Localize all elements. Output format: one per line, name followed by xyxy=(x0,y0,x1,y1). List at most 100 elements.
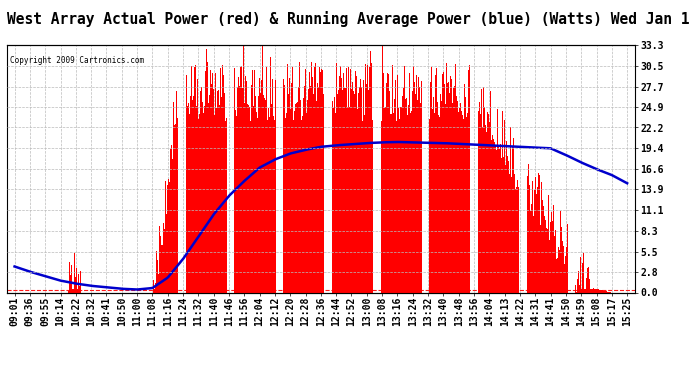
Bar xyxy=(560,211,561,292)
Bar xyxy=(260,93,261,292)
Bar xyxy=(397,75,398,292)
Bar xyxy=(197,80,198,292)
Bar xyxy=(407,115,408,292)
Bar xyxy=(334,98,335,292)
Bar xyxy=(75,277,77,292)
Bar xyxy=(604,291,605,292)
Bar xyxy=(252,70,253,292)
Bar xyxy=(513,138,514,292)
Bar xyxy=(241,88,243,292)
Bar xyxy=(230,106,231,292)
Bar xyxy=(446,63,447,292)
Bar xyxy=(592,289,593,292)
Bar xyxy=(354,94,355,292)
Bar xyxy=(308,89,309,292)
Bar xyxy=(287,64,288,292)
Bar xyxy=(549,240,550,292)
Bar xyxy=(257,118,258,292)
Bar xyxy=(475,111,477,292)
Bar xyxy=(259,78,260,292)
Bar xyxy=(352,82,353,292)
Bar xyxy=(540,225,541,292)
Bar xyxy=(192,100,193,292)
Bar xyxy=(464,84,465,292)
Bar xyxy=(304,86,305,292)
Bar xyxy=(217,91,218,292)
Bar xyxy=(600,290,601,292)
Bar xyxy=(593,288,594,292)
Bar xyxy=(214,115,215,292)
Bar xyxy=(200,92,201,292)
Bar xyxy=(493,140,494,292)
Bar xyxy=(505,165,506,292)
Bar xyxy=(77,289,78,292)
Bar xyxy=(226,118,227,292)
Bar xyxy=(500,144,501,292)
Bar xyxy=(215,73,216,292)
Bar xyxy=(564,264,565,292)
Bar xyxy=(504,120,505,292)
Bar xyxy=(588,267,589,292)
Bar xyxy=(232,105,233,292)
Bar xyxy=(179,91,180,292)
Bar xyxy=(528,165,529,292)
Bar xyxy=(343,73,344,292)
Bar xyxy=(309,72,310,292)
Bar xyxy=(395,80,396,292)
Bar xyxy=(393,112,394,292)
Bar xyxy=(315,63,316,292)
Bar xyxy=(552,220,553,292)
Bar xyxy=(156,251,157,292)
Bar xyxy=(416,75,417,292)
Bar xyxy=(451,79,452,292)
Bar xyxy=(247,104,248,292)
Bar xyxy=(444,84,445,292)
Bar xyxy=(262,45,263,292)
Bar xyxy=(422,106,424,292)
Bar xyxy=(532,181,533,292)
Bar xyxy=(281,92,282,292)
Bar xyxy=(251,86,252,292)
Bar xyxy=(160,236,161,292)
Bar xyxy=(591,289,592,292)
Bar xyxy=(538,173,539,292)
Bar xyxy=(494,142,495,292)
Bar xyxy=(79,286,80,292)
Bar xyxy=(530,211,531,292)
Bar xyxy=(442,74,443,292)
Bar xyxy=(578,271,579,292)
Bar xyxy=(548,195,549,292)
Bar xyxy=(195,65,196,292)
Bar xyxy=(492,135,493,292)
Bar xyxy=(349,107,350,292)
Bar xyxy=(569,290,571,292)
Bar xyxy=(196,106,197,292)
Bar xyxy=(347,107,348,292)
Bar xyxy=(201,87,202,292)
Bar xyxy=(221,96,222,292)
Bar xyxy=(499,149,500,292)
Bar xyxy=(503,157,504,292)
Bar xyxy=(285,118,286,292)
Bar xyxy=(404,66,405,292)
Bar xyxy=(445,104,446,292)
Bar xyxy=(401,107,402,292)
Bar xyxy=(398,108,399,292)
Bar xyxy=(206,49,207,292)
Bar xyxy=(210,70,211,292)
Bar xyxy=(440,94,441,292)
Bar xyxy=(188,114,190,292)
Bar xyxy=(170,148,171,292)
Bar xyxy=(161,245,162,292)
Bar xyxy=(71,265,72,292)
Bar xyxy=(72,289,73,292)
Bar xyxy=(205,70,206,292)
Bar xyxy=(68,291,69,292)
Bar xyxy=(295,104,296,292)
Bar xyxy=(220,68,221,292)
Bar xyxy=(199,114,200,292)
Bar xyxy=(522,169,524,292)
Bar xyxy=(438,115,439,292)
Bar xyxy=(467,113,469,292)
Bar xyxy=(424,75,426,292)
